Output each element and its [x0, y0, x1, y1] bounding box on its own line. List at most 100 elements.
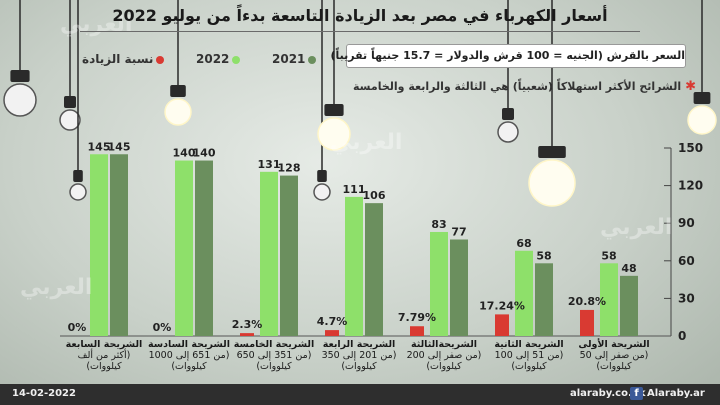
data-label-increase: 4.7%	[317, 315, 348, 328]
category-range: (من صفر إلى 200 كيلووات)	[406, 350, 482, 372]
bulb-cap	[170, 85, 186, 97]
data-label-2021: 106	[363, 189, 386, 202]
data-label-2021: 145	[108, 140, 131, 153]
bulb-cap	[73, 170, 83, 182]
legend-2022: 2022	[196, 52, 241, 66]
bar-increase	[495, 314, 509, 336]
light-bulb-icon	[317, 117, 351, 151]
data-label-increase: 2.3%	[232, 318, 263, 331]
watermark: العربي	[330, 130, 403, 155]
footer-bar: 14-02-2022 alaraby.co.uk f Alaraby.ar	[0, 384, 720, 405]
bar-2022	[600, 263, 618, 336]
bar-2021	[365, 203, 383, 336]
facebook-icon: f	[630, 387, 643, 400]
y-tick-label: 30	[678, 291, 695, 305]
bar-2021	[110, 154, 128, 336]
data-label-increase: 0%	[153, 321, 172, 334]
y-tick-label: 150	[678, 141, 703, 155]
category-name: الشريحة الأولى	[578, 339, 650, 350]
y-tick-label: 90	[678, 216, 695, 230]
title-divider	[80, 31, 640, 32]
data-label-2022: 58	[601, 249, 616, 262]
footer-date: 14-02-2022	[12, 388, 76, 399]
bar-increase	[240, 333, 254, 336]
legend-dot-icon	[308, 55, 317, 64]
category-name: الشريحة الرابعة	[322, 339, 396, 350]
bulb-cap	[538, 146, 566, 158]
data-label-increase: 17.24%	[479, 299, 525, 312]
legend-dot-icon	[232, 55, 241, 64]
bar-2021	[620, 275, 638, 336]
star-icon: ✱	[685, 79, 696, 94]
data-label-2022: 140	[173, 147, 196, 160]
data-label-increase: 0%	[68, 321, 87, 334]
category-label: الشريحة الأولى (من صفر إلى 50 كيلووات)	[572, 339, 656, 372]
watermark: العربي	[600, 215, 673, 240]
category-label: الشريحة الثانية (من 51 إلى 100 كيلووات)	[487, 339, 571, 372]
bar-2022	[515, 250, 533, 336]
data-label-2022: 68	[516, 237, 531, 250]
bar-increase	[580, 309, 594, 336]
category-name: الشريحة الخامسة	[233, 339, 315, 350]
light-bulb-icon	[59, 109, 81, 131]
category-name: الشريحة السابعة	[65, 339, 143, 350]
unit-note: السعر بالقرش (الجنيه = 100 قرش والدولار …	[331, 44, 686, 68]
category-range: (من 651 إلى 1000 كيلووات)	[148, 350, 230, 372]
chart-title: أسعار الكهرباء في مصر بعد الزيادة التاسع…	[112, 6, 608, 25]
footer-website-link[interactable]: alaraby.co.uk	[570, 388, 646, 399]
data-label-increase: 20.8%	[568, 295, 606, 308]
light-bulb-icon	[3, 83, 37, 117]
light-bulb-icon	[313, 183, 331, 201]
light-bulb-icon	[164, 98, 192, 126]
category-label: الشريحة الخامسة (من 351 إلى 650 كيلووات)	[232, 339, 316, 372]
bulb-cap	[10, 70, 30, 82]
data-label-2022: 145	[88, 140, 111, 153]
bulb-decorations	[3, 0, 717, 207]
bar-2021	[280, 175, 298, 336]
light-bulb-icon	[497, 121, 519, 143]
bulb-cap	[64, 96, 76, 108]
data-label-2021: 128	[278, 162, 301, 175]
category-label: الشريحة السادسة (من 651 إلى 1000 كيلووات)	[147, 339, 231, 372]
watermark: العربي	[20, 275, 93, 300]
bar-2022	[260, 171, 278, 336]
bar-2021	[450, 239, 468, 336]
data-label-2021: 77	[451, 225, 466, 238]
category-name: الشريحة السادسة	[148, 339, 230, 350]
bar-2021	[535, 263, 553, 336]
data-label-2022: 83	[431, 218, 446, 231]
bar-increase	[410, 326, 424, 336]
category-range: (من 201 إلى 350 كيلووات)	[321, 350, 397, 372]
category-range: (من 51 إلى 100 كيلووات)	[494, 350, 564, 372]
light-bulb-icon	[69, 183, 87, 201]
data-label-2021: 48	[621, 262, 636, 275]
category-label: الشريحة الرابعة (من 201 إلى 350 كيلووات)	[317, 339, 401, 372]
category-name: الشريحةالثالثة	[410, 339, 478, 350]
category-range: (من صفر إلى 50 كيلووات)	[579, 350, 649, 372]
light-bulb-icon	[687, 105, 717, 135]
bar-2022	[175, 160, 193, 336]
footer-social-link[interactable]: Alaraby.ar	[647, 388, 705, 399]
bulb-cap	[324, 104, 344, 116]
y-tick-label: 0	[678, 329, 686, 343]
bar-2022	[90, 154, 108, 336]
data-label-2021: 140	[193, 147, 216, 160]
popular-tiers-note: ✱الشرائح الأكثر استهلاكاً (شعبياً) هي ال…	[353, 79, 696, 94]
bar-2022	[345, 196, 363, 336]
y-axis: 0 30 60 90 120 150	[60, 141, 703, 343]
data-label-2022: 111	[343, 183, 366, 196]
legend-2021: 2021	[272, 52, 317, 66]
category-range: (أكثر من ألف كيلووات)	[77, 350, 131, 372]
data-label-2021: 58	[536, 249, 551, 262]
bulb-cap	[317, 170, 327, 182]
category-range: (من 351 إلى 650 كيلووات)	[236, 350, 312, 372]
category-label: الشريحةالثالثة (من صفر إلى 200 كيلووات)	[402, 339, 486, 372]
bar-increase	[325, 330, 339, 336]
legend-dot-icon	[156, 55, 165, 64]
bar-2021	[195, 160, 213, 336]
y-tick-label: 120	[678, 179, 703, 193]
data-label-2022: 131	[258, 158, 281, 171]
